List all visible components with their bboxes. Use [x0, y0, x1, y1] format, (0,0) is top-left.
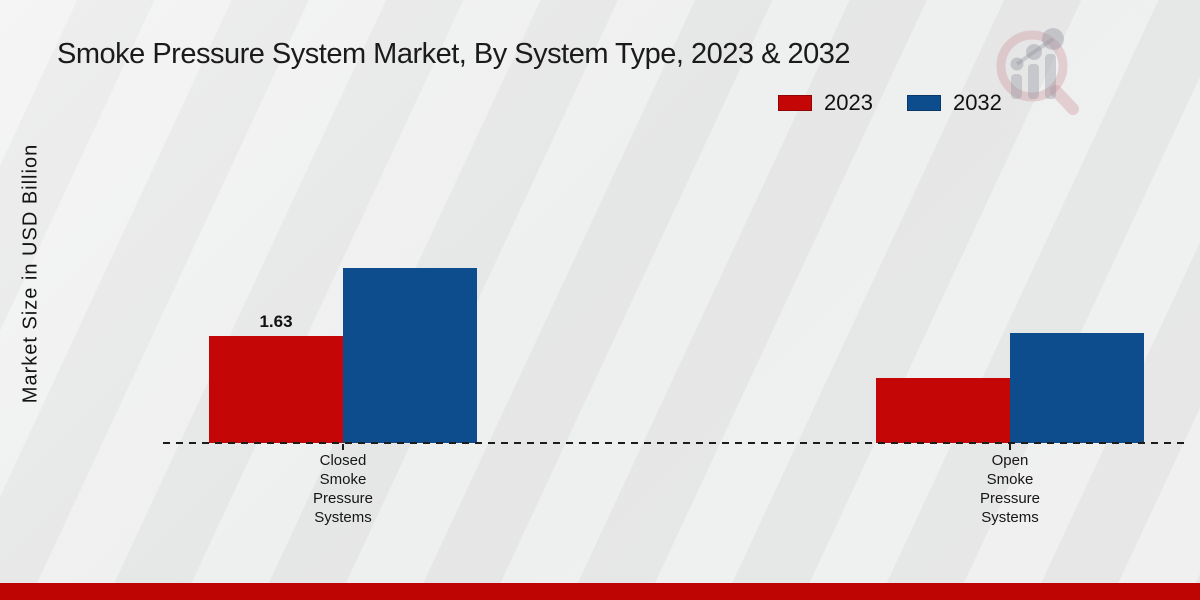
bar-2032-category-1 [343, 268, 477, 443]
chart-title: Smoke Pressure System Market, By System … [57, 38, 851, 70]
bar-2023-category-1 [209, 336, 343, 443]
x-axis-tick [1009, 444, 1011, 450]
legend-label-2032: 2032 [952, 90, 1002, 115]
market-research-logo-icon [996, 28, 1079, 115]
legend: 2023 2032 [778, 90, 1002, 116]
legend-item-2023: 2023 [778, 90, 873, 116]
x-axis-line [163, 442, 1190, 444]
category-label: Open Smoke Pressure Systems [979, 452, 1041, 526]
bar-2032-category-2 [1010, 333, 1144, 443]
bar-value-label: 1.63 [259, 312, 293, 331]
legend-label-2023: 2023 [824, 90, 873, 115]
legend-swatch-2032 [906, 95, 941, 111]
footer-accent-bar [0, 583, 1200, 600]
bar-2023-category-2 [876, 378, 1010, 443]
category-label: Closed Smoke Pressure Systems [312, 452, 374, 526]
legend-swatch-2023 [778, 95, 812, 111]
legend-item-2032: 2032 [906, 90, 1002, 116]
x-axis-tick [342, 444, 344, 450]
